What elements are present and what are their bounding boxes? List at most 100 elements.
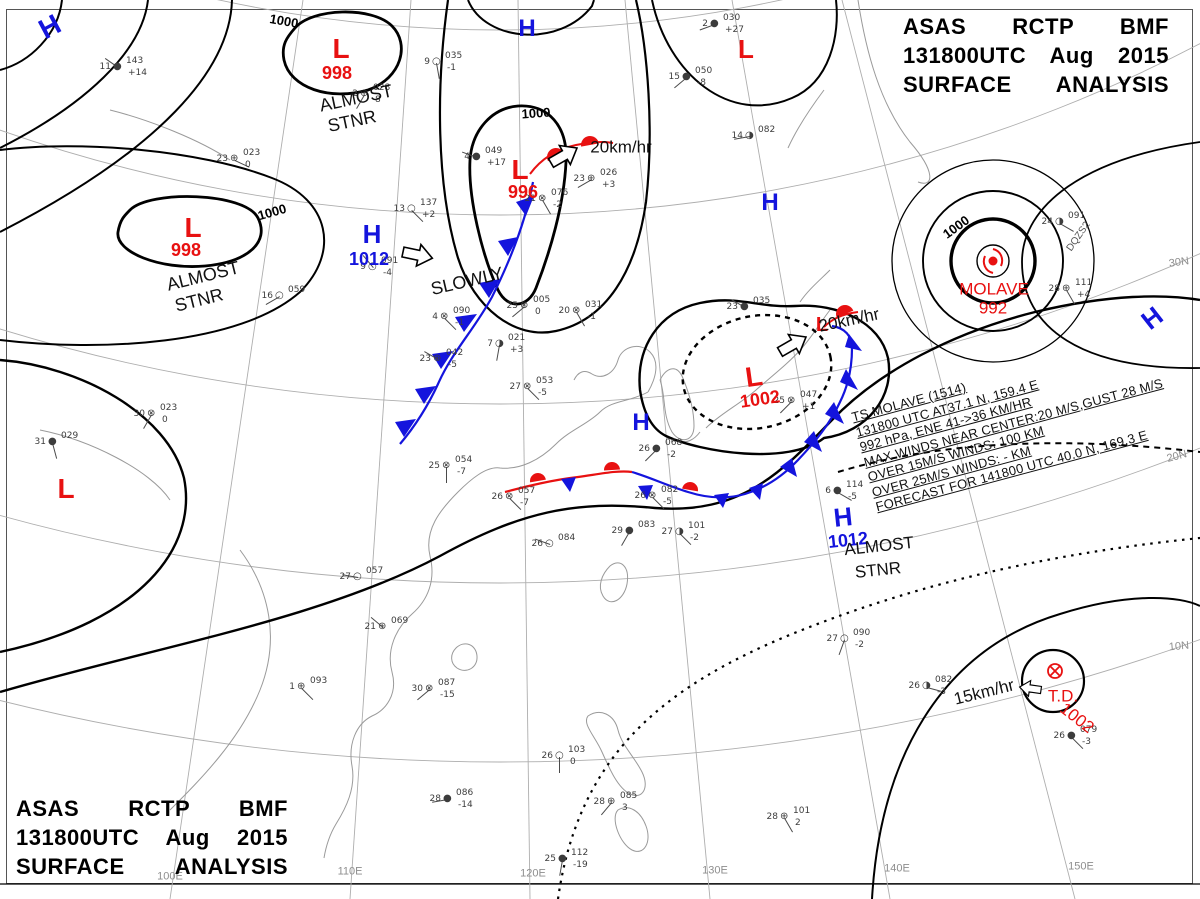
low-pressure-value: 998 (170, 240, 202, 260)
station-symbol-icon: ⊕ (230, 153, 239, 164)
station-temp: 26 (491, 492, 503, 502)
station-temp: 4 (464, 152, 470, 162)
cold-front-triangles (395, 196, 534, 437)
station-symbol-icon: ◑ (745, 130, 754, 141)
low-pressure-letter: L (184, 212, 202, 243)
station-pressure: 090 (853, 628, 871, 638)
station-pressure: 086 (456, 788, 474, 798)
station-symbol-icon: ◑ (922, 680, 931, 691)
station-symbol-icon: ○ (353, 571, 362, 582)
station-symbol-icon: ⊗ (505, 491, 514, 502)
station-change: -4 (383, 268, 392, 278)
station-pressure: 031 (585, 300, 603, 310)
station-temp: 31 (34, 437, 46, 447)
chart-title-top: ASAS RCTP BMF 131800UTC Aug 2015 SURFACE… (903, 12, 1169, 99)
station-symbol-icon: ⊕ (780, 811, 789, 822)
station-change: -14 (458, 800, 473, 810)
station-pressure: 057 (518, 486, 536, 496)
station-symbol-icon: ⊗ (442, 460, 451, 471)
station-change: -1 (447, 63, 456, 73)
station-change: 2 (795, 818, 801, 828)
station-symbol-icon: ⊗ (572, 305, 581, 316)
station-pressure: 035 (753, 296, 771, 306)
title-line2: 131800UTC Aug 2015 (903, 43, 1169, 68)
stationary-front-semicircles (530, 462, 698, 492)
station-change: -2 (667, 450, 676, 460)
station-pressure: 082 (758, 125, 776, 135)
station-change: -2 (553, 200, 562, 210)
station-pressure: 028 (373, 83, 391, 93)
movement-arrows (401, 144, 1043, 698)
grid-coordinate-label: 150E (1068, 860, 1094, 873)
station-temp: 23 (573, 174, 585, 184)
station-symbol-icon: ⊗ (425, 683, 434, 694)
station-symbol-icon: ◑ (1055, 216, 1064, 227)
stationary-front-warm-path (504, 470, 633, 494)
station-temp: 25 (428, 461, 440, 471)
station-symbol-icon: ⊕ (297, 681, 306, 692)
warm-front-japan-semicircle (836, 305, 854, 318)
station-pressure: 082 (661, 485, 679, 495)
station-pressure: 112 (571, 848, 589, 858)
station-temp: 21 (364, 622, 376, 632)
tropical-depression-icon (1047, 663, 1063, 679)
station-symbol-icon: ● (558, 853, 567, 864)
station-temp: 23 (419, 354, 431, 364)
high-pressure-letter: H (761, 189, 779, 216)
grid-coordinate-label: 140E (884, 862, 910, 875)
station-pressure: 005 (533, 295, 551, 305)
high-pressure-value: 1012 (348, 249, 390, 269)
station-pressure: 143 (126, 56, 144, 66)
station-temp: 2 (702, 19, 708, 29)
station-temp: 28 (1048, 284, 1060, 294)
station-pressure: 068 (665, 438, 683, 448)
station-symbol-icon: ⊕ (360, 88, 369, 99)
station-symbol-icon: ● (1067, 730, 1076, 741)
storm-symbols (982, 248, 1063, 679)
station-pressure: 042 (446, 348, 464, 358)
station-change: -3 (937, 687, 946, 697)
station-temp: 25 (773, 396, 785, 406)
station-change: +1 (802, 402, 816, 412)
station-temp: 6 (825, 486, 831, 496)
station-temp: 30 (411, 684, 423, 694)
station-symbol-icon: ⊗ (147, 408, 156, 419)
station-temp: 25 (506, 301, 518, 311)
station-temp: 30 (133, 409, 145, 419)
station-symbol-icon: ○ (407, 203, 416, 214)
station-pressure: 050 (695, 66, 713, 76)
station-change: +3 (602, 180, 616, 190)
station-pressure: 059 (288, 285, 306, 295)
station-pressure: 057 (366, 566, 384, 576)
coastlines (39, 0, 931, 859)
grid-coordinate-label: 10N (1168, 639, 1190, 654)
station-temp: 27 (339, 572, 351, 582)
station-change: -19 (573, 860, 588, 870)
station-temp: 1 (289, 682, 295, 692)
title-line1: ASAS RCTP BMF (903, 14, 1169, 39)
station-pressure: 079 (1080, 725, 1098, 735)
station-pressure: 054 (455, 455, 473, 465)
station-pressure: 035 (445, 51, 463, 61)
station-pressure: 084 (558, 533, 576, 543)
grid-coordinate-label: 100E (157, 870, 183, 883)
warm-front-japan-path (823, 311, 859, 328)
station-pressure: 101 (688, 521, 706, 531)
grid-coordinate-label: 110E (337, 865, 363, 878)
station-temp: 7 (487, 339, 493, 349)
station-change: -8 (697, 78, 706, 88)
station-pressure: 101 (793, 806, 811, 816)
station-temp: 4 (432, 312, 438, 322)
storm-name-label: 992 (978, 298, 1008, 318)
station-symbol-icon: ● (682, 71, 691, 82)
station-temp: 28 (766, 812, 778, 822)
station-change: 0 (535, 307, 541, 317)
high-pressure-letter: H (832, 501, 854, 533)
station-pressure: 091 (381, 256, 399, 266)
station-change: 0 (245, 160, 251, 170)
station-temp: 23 (726, 302, 738, 312)
station-pressure: 137 (420, 198, 438, 208)
